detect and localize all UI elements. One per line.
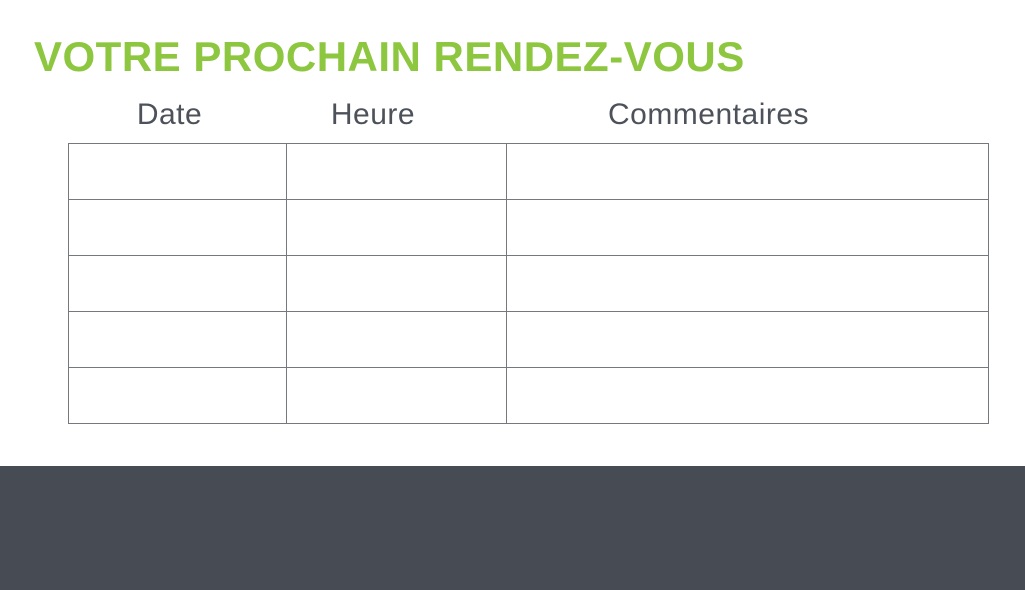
table-cell-date [68,255,287,312]
table-cell-commentaires [506,311,989,368]
table-cell-heure [286,143,507,200]
appointment-table [68,143,989,424]
table-cell-date [68,143,287,200]
page-title: VOTRE PROCHAIN RENDEZ-VOUS [34,33,745,80]
table-row [68,143,989,200]
column-header-heure: Heure [330,98,416,131]
table-cell-commentaires [506,255,989,312]
table-cell-heure [286,367,507,424]
table-row [68,311,989,368]
table-cell-heure [286,255,507,312]
table-cell-heure [286,199,507,256]
table-cell-heure [286,311,507,368]
table-cell-commentaires [506,143,989,200]
table-cell-date [68,367,287,424]
table-cell-date [68,311,287,368]
column-header-commentaires: Commentaires [607,98,810,131]
footer-band [0,466,1025,590]
table-cell-commentaires [506,367,989,424]
table-cell-commentaires [506,199,989,256]
table-row [68,367,989,424]
column-header-date: Date [136,98,203,131]
table-cell-date [68,199,287,256]
table-row [68,255,989,312]
table-row [68,199,989,256]
table-header-row: Date Heure Commentaires [68,98,942,132]
